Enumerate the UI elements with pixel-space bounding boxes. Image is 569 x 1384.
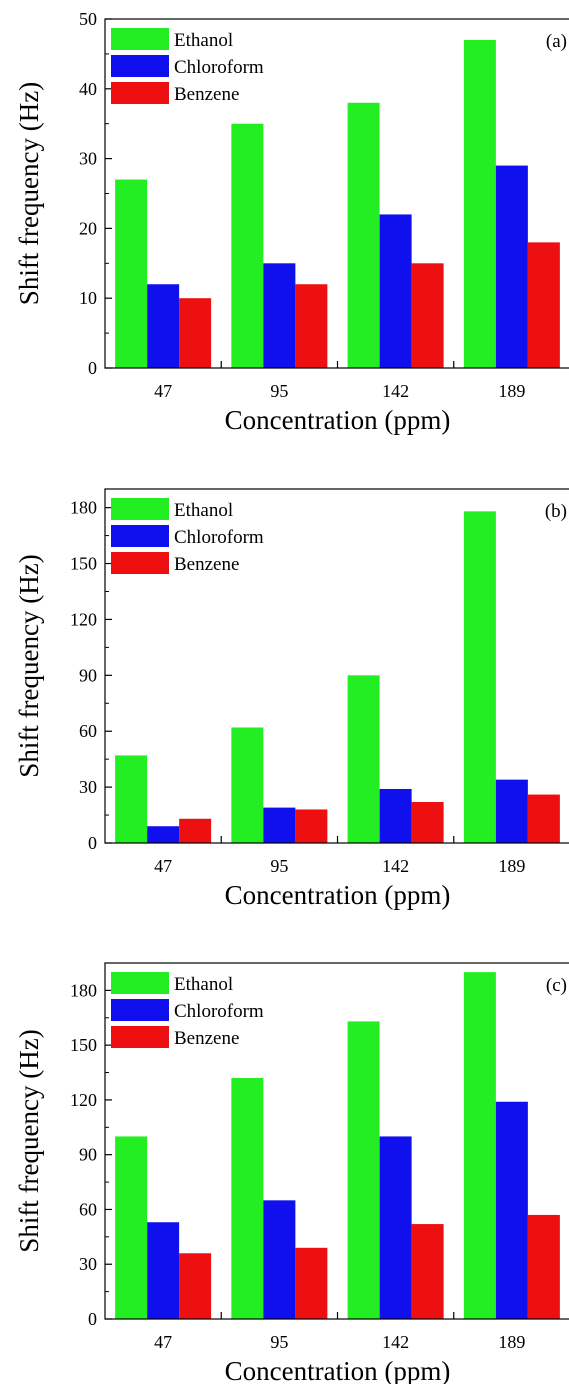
legend-swatch-chloroform: [111, 55, 169, 77]
bar-benzene-47: [179, 818, 212, 843]
legend-label-chloroform: Chloroform: [174, 57, 264, 78]
legend-swatch-ethanol: [111, 972, 169, 994]
y-tick-label: 120: [70, 609, 97, 629]
y-tick-label: 60: [79, 1199, 97, 1219]
panel-label: (b): [545, 501, 567, 522]
y-tick-label: 10: [79, 288, 97, 308]
y-tick-label: 0: [88, 1309, 97, 1329]
legend-swatch-benzene: [111, 552, 169, 574]
x-tick-label: 47: [154, 856, 172, 876]
y-tick-label: 90: [79, 1145, 97, 1165]
x-tick-label: 47: [154, 381, 172, 401]
y-axis-title: Shift frequency (Hz): [14, 82, 44, 305]
bar-ethanol-189: [463, 972, 496, 1319]
bar-chloroform-95: [263, 807, 296, 843]
x-tick-label: 95: [270, 856, 288, 876]
x-axis-title: Concentration (ppm): [225, 1356, 451, 1384]
bar-ethanol-142: [347, 1021, 380, 1319]
bar-ethanol-95: [231, 123, 264, 368]
legend-label-chloroform: Chloroform: [174, 1001, 264, 1022]
x-tick-label: 95: [270, 1332, 288, 1352]
bar-ethanol-47: [115, 1136, 148, 1319]
bar-benzene-142: [411, 1224, 444, 1319]
x-tick-label: 95: [270, 381, 288, 401]
panel-label: (c): [546, 975, 567, 996]
bar-ethanol-47: [115, 755, 148, 843]
chart-panel-2: 0 30 60 90 120 150 180 47 95 142 189 Concentration …: [14, 488, 569, 910]
bar-benzene-142: [411, 802, 444, 843]
y-tick-label: 30: [79, 777, 97, 797]
y-tick-label: 120: [70, 1090, 97, 1110]
x-tick-label: 142: [382, 1332, 409, 1352]
x-tick-label: 47: [154, 1332, 172, 1352]
bar-chloroform-95: [263, 1200, 296, 1319]
legend-label-ethanol: Ethanol: [174, 30, 233, 51]
bar-ethanol-142: [347, 102, 380, 368]
bar-ethanol-95: [231, 1078, 264, 1319]
y-axis-title: Shift frequency (Hz): [14, 1029, 44, 1252]
bar-benzene-47: [179, 298, 212, 368]
legend-swatch-benzene: [111, 1026, 169, 1048]
legend-label-ethanol: Ethanol: [174, 974, 233, 995]
bar-chloroform-189: [495, 779, 528, 843]
legend-label-chloroform: Chloroform: [174, 527, 264, 548]
bar-chloroform-47: [147, 284, 180, 368]
bar-chloroform-142: [379, 214, 412, 368]
legend-swatch-ethanol: [111, 28, 169, 50]
legend-label-benzene: Benzene: [174, 554, 239, 575]
y-tick-label: 150: [70, 554, 97, 574]
bar-chloroform-142: [379, 788, 412, 843]
bar-ethanol-95: [231, 727, 264, 843]
bar-benzene-95: [295, 284, 328, 368]
y-tick-label: 40: [79, 79, 97, 99]
bar-benzene-95: [295, 809, 328, 843]
chart-panel-1: 0 10 20 30 40 50 47 95 142 189 Concentration (ppm)…: [14, 9, 569, 435]
bar-benzene-95: [295, 1247, 328, 1319]
y-tick-label: 0: [88, 358, 97, 378]
bar-chloroform-47: [147, 1222, 180, 1319]
y-tick-label: 30: [79, 1254, 97, 1274]
legend-label-benzene: Benzene: [174, 1028, 239, 1049]
x-tick-label: 142: [382, 381, 409, 401]
bar-benzene-189: [527, 242, 560, 368]
x-tick-label: 189: [498, 1332, 525, 1352]
x-axis-title: Concentration (ppm): [225, 880, 451, 910]
x-tick-label: 189: [498, 856, 525, 876]
y-tick-label: 0: [88, 833, 97, 853]
y-tick-label: 150: [70, 1035, 97, 1055]
y-tick-label: 50: [79, 9, 97, 29]
bar-ethanol-189: [463, 39, 496, 368]
bar-benzene-189: [527, 1214, 560, 1319]
legend-label-ethanol: Ethanol: [174, 500, 233, 521]
x-axis-title: Concentration (ppm): [225, 405, 451, 435]
bar-benzene-189: [527, 794, 560, 843]
y-tick-label: 20: [79, 218, 97, 238]
y-tick-label: 180: [70, 498, 97, 518]
bar-ethanol-142: [347, 675, 380, 843]
y-tick-label: 180: [70, 980, 97, 1000]
x-tick-label: 189: [498, 381, 525, 401]
y-tick-label: 90: [79, 665, 97, 685]
bar-chloroform-142: [379, 1136, 412, 1319]
bar-chloroform-189: [495, 1101, 528, 1319]
bar-ethanol-189: [463, 511, 496, 843]
bar-benzene-142: [411, 263, 444, 368]
y-axis-title: Shift frequency (Hz): [14, 554, 44, 777]
legend-swatch-chloroform: [111, 525, 169, 547]
panel-label: (a): [546, 31, 567, 52]
legend-swatch-benzene: [111, 82, 169, 104]
bar-chloroform-47: [147, 826, 180, 843]
bar-benzene-47: [179, 1253, 212, 1319]
legend-swatch-chloroform: [111, 999, 169, 1021]
x-tick-label: 142: [382, 856, 409, 876]
y-tick-label: 30: [79, 149, 97, 169]
legend-label-benzene: Benzene: [174, 84, 239, 105]
bar-chloroform-189: [495, 165, 528, 368]
bar-ethanol-47: [115, 179, 148, 368]
chart-panel-3: 0 30 60 90 120 150 180 47 95 142 189 Concentration …: [14, 962, 569, 1384]
y-tick-label: 60: [79, 721, 97, 741]
legend-swatch-ethanol: [111, 498, 169, 520]
bar-chloroform-95: [263, 263, 296, 368]
